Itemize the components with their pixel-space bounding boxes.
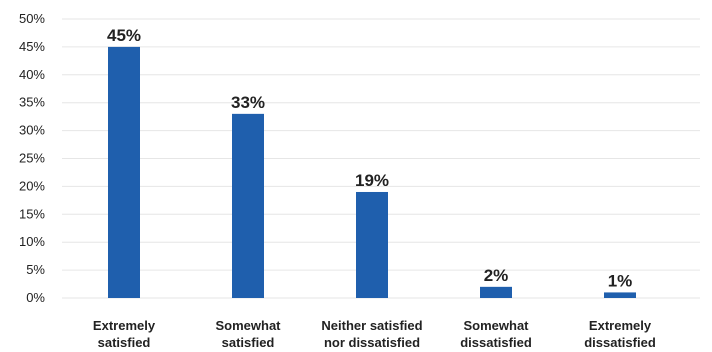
bar [232,113,264,298]
bar [604,292,636,298]
y-tick-label: 20% [19,178,45,193]
data-label: 2% [484,266,509,285]
category-label: Somewhat dissatisfied [460,318,532,350]
bars [108,46,636,299]
bar [480,286,512,298]
bar [356,191,388,298]
category-label: Extremely dissatisfied [584,318,656,350]
gridlines [62,18,700,299]
y-tick-label: 30% [19,123,45,138]
y-tick-label: 35% [19,95,45,110]
y-tick-label: 25% [19,151,45,166]
category-label: Extremely satisfied [93,318,156,350]
data-label: 1% [608,271,633,290]
y-tick-label: 15% [19,206,45,221]
data-label: 33% [231,93,265,112]
y-tick-label: 50% [19,11,45,26]
x-axis-category-labels: Extremely satisfied Somewhat satisfied Neith… [93,318,656,350]
data-label: 45% [107,26,141,45]
y-tick-label: 40% [19,67,45,82]
bar [108,46,140,299]
y-tick-label: 0% [26,290,45,305]
data-label: 19% [355,171,389,190]
y-tick-label: 5% [26,262,45,277]
y-tick-label: 45% [19,39,45,54]
category-label: Neither satisfied nor dissatisfied [321,318,422,350]
y-axis-tick-labels: 0% 5% 10% 15% 20% 25% 30% 35% 40% 45% 50% [19,11,45,305]
category-label: Somewhat satisfied [215,318,281,350]
data-labels: 45% 33% 19% 2% 1% [107,26,632,291]
y-tick-label: 10% [19,234,45,249]
